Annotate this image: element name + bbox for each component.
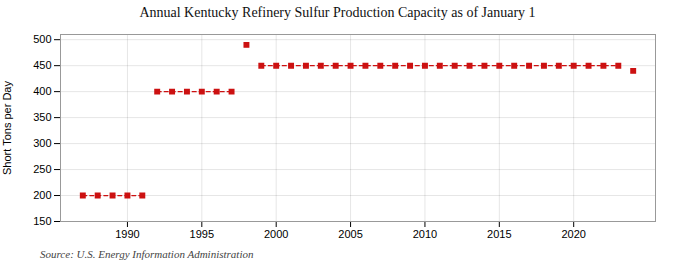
svg-text:200: 200 [33, 189, 51, 201]
svg-text:1995: 1995 [190, 228, 214, 240]
svg-text:450: 450 [33, 59, 51, 71]
html-text:Source: U.S. Energy Informatio: Source: U.S. Energy Information Administ… [40, 248, 254, 260]
svg-text:400: 400 [33, 85, 51, 97]
svg-text:2005: 2005 [338, 228, 362, 240]
svg-text:500: 500 [33, 33, 51, 45]
svg-text:2015: 2015 [487, 228, 511, 240]
svg-text:2020: 2020 [561, 228, 585, 240]
svg-text:150: 150 [33, 215, 51, 227]
svg-text:250: 250 [33, 163, 51, 175]
svg-text:2000: 2000 [264, 228, 288, 240]
html-text:Annual Kentucky Refinery Sulfu: Annual Kentucky Refinery Sulfur Producti… [139, 5, 536, 20]
svg-text:350: 350 [33, 111, 51, 123]
svg-text:1990: 1990 [115, 228, 139, 240]
svg-text:Short Tons per Day: Short Tons per Day [1, 81, 13, 175]
svg-text:300: 300 [33, 137, 51, 149]
svg-text:2010: 2010 [413, 228, 437, 240]
